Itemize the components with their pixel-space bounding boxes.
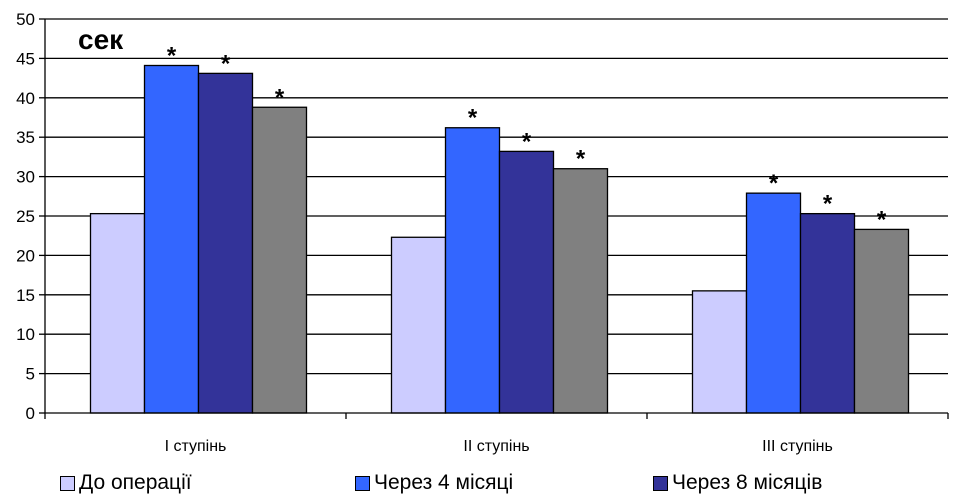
y-tick-label-35: 35 — [16, 128, 35, 147]
y-tick-label-10: 10 — [16, 325, 35, 344]
significance-marker-2-1: * — [769, 170, 779, 197]
bar-2-1 — [745, 192, 802, 414]
y-tick-label-45: 45 — [16, 49, 35, 68]
x-tick-label-0: І ступінь — [165, 438, 227, 455]
bar-2-0 — [691, 290, 748, 414]
bar-2-3 — [853, 228, 910, 414]
bar-1-0 — [390, 236, 447, 414]
y-tick-label-5: 5 — [26, 365, 35, 384]
y-tick-label-15: 15 — [16, 286, 35, 305]
legend-item-2: Через 8 місяців — [653, 471, 822, 495]
legend-swatch-2 — [653, 475, 668, 491]
legend-swatch-1 — [355, 475, 370, 491]
legend-label-2: Через 8 місяців — [672, 471, 823, 494]
x-tick-label-2: ІІІ ступінь — [762, 438, 833, 455]
significance-marker-0-2: * — [221, 50, 231, 77]
y-tick-label-30: 30 — [16, 168, 35, 187]
bar-0-2 — [197, 72, 254, 414]
bar-0-3 — [251, 106, 308, 414]
legend-label-1: Через 4 місяці — [374, 471, 514, 494]
significance-marker-1-2: * — [522, 128, 532, 155]
bar-0-1 — [143, 64, 200, 414]
bar-1-1 — [444, 127, 501, 414]
bar-1-3 — [552, 168, 609, 414]
y-tick-label-40: 40 — [16, 89, 35, 108]
legend-item-1: Через 4 місяці — [355, 471, 513, 495]
legend-swatch-0 — [60, 475, 75, 491]
legend-item-0: До операції — [60, 471, 192, 495]
significance-marker-2-3: * — [877, 206, 887, 233]
significance-marker-1-1: * — [468, 105, 478, 132]
y-tick-label-25: 25 — [16, 207, 35, 226]
significance-marker-0-3: * — [275, 84, 285, 111]
bar-2-2 — [799, 212, 856, 414]
significance-marker-1-3: * — [576, 146, 586, 173]
bar-chart: * * * І ступінь * * * ІІ ступінь * * * ІІІ ступінь 0… — [16, 10, 949, 455]
y-tick-label-20: 20 — [16, 246, 35, 265]
legend-label-0: До операції — [79, 471, 192, 494]
unit-label: сек — [78, 24, 124, 55]
significance-marker-2-2: * — [823, 191, 833, 218]
legend: До операції Через 4 місяці Через 8 місяц… — [0, 471, 956, 501]
significance-marker-0-1: * — [167, 42, 177, 69]
x-tick-label-1: ІІ ступінь — [463, 438, 529, 455]
y-tick-label-50: 50 — [16, 10, 35, 29]
bar-1-2 — [498, 150, 555, 414]
y-tick-label-0: 0 — [26, 404, 35, 423]
bar-0-0 — [89, 212, 146, 414]
